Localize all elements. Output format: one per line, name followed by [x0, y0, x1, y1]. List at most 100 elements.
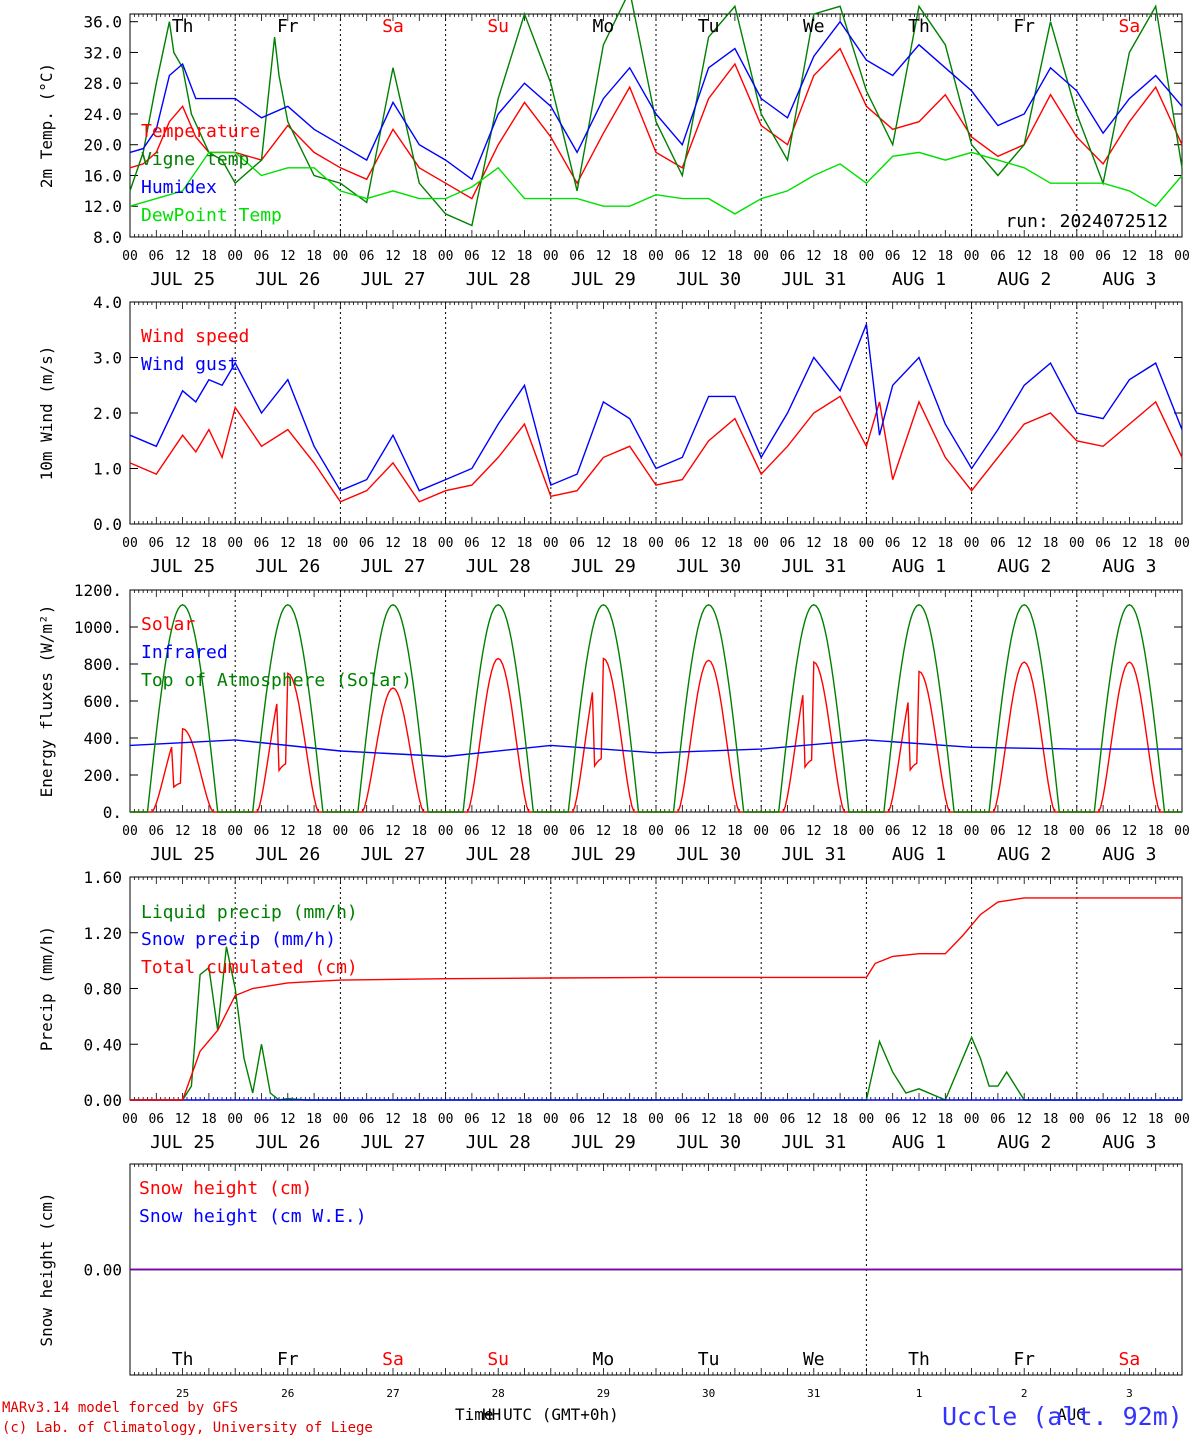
- hour-tick-label: 12: [1016, 536, 1032, 551]
- hour-tick-label: 06: [1095, 249, 1111, 264]
- y-tick-label: 0.: [103, 803, 122, 822]
- y-tick-label: 0.40: [83, 1035, 122, 1054]
- hour-tick-label: 00: [1069, 536, 1085, 551]
- date-label: AUG 1: [892, 1132, 946, 1153]
- date-label: AUG 3: [1102, 556, 1156, 577]
- hour-tick-label: 00: [1174, 536, 1190, 551]
- weekday-label: Fr: [277, 1349, 299, 1370]
- date-label: JUL 30: [676, 556, 741, 577]
- hour-tick-label: 00: [543, 536, 559, 551]
- hour-tick-label: 00: [1069, 824, 1085, 839]
- hour-tick-label: 06: [254, 824, 270, 839]
- hour-tick-label: 06: [359, 536, 375, 551]
- y-axis-label: Energy fluxes (W/m²): [37, 605, 56, 798]
- hour-tick-label: 00: [1174, 1112, 1190, 1127]
- hour-tick-label: 12: [175, 824, 191, 839]
- y-tick-label: 200.: [83, 766, 122, 785]
- hour-tick-label: 00: [333, 1112, 349, 1127]
- hour-tick-label: 18: [1148, 1112, 1164, 1127]
- hour-tick-label: 18: [832, 249, 848, 264]
- date-label: JUL 29: [571, 844, 636, 865]
- hour-tick-label: 18: [622, 249, 638, 264]
- hour-tick-label: 12: [911, 249, 927, 264]
- y-tick-label: 1000.: [74, 618, 122, 637]
- hour-tick-label: 12: [806, 824, 822, 839]
- weekday-label: Th: [172, 16, 194, 37]
- legend-entry: Solar: [141, 614, 195, 635]
- hour-tick-label: 18: [832, 1112, 848, 1127]
- hour-tick-label: 12: [1016, 249, 1032, 264]
- date-label: JUL 30: [676, 1132, 741, 1153]
- hour-tick-label: 06: [990, 1112, 1006, 1127]
- hour-tick-label: 06: [1095, 536, 1111, 551]
- date-label: JUL 29: [571, 1132, 636, 1153]
- date-label: JUL 26: [255, 1132, 320, 1153]
- weekday-label: Fr: [1013, 1349, 1035, 1370]
- hour-tick-label: 18: [832, 536, 848, 551]
- hour-tick-label: 18: [201, 1112, 217, 1127]
- hour-tick-label: 06: [885, 824, 901, 839]
- y-tick-label: 600.: [83, 692, 122, 711]
- hour-tick-label: 12: [911, 824, 927, 839]
- hour-tick-label: 00: [333, 249, 349, 264]
- hour-tick-label: 06: [569, 1112, 585, 1127]
- day-number-label: 3: [1126, 1387, 1133, 1400]
- hour-tick-label: 00: [1174, 824, 1190, 839]
- date-label: AUG 2: [997, 844, 1051, 865]
- hour-tick-label: 06: [148, 249, 164, 264]
- hour-tick-label: 12: [1122, 249, 1138, 264]
- weekday-label: Th: [908, 16, 930, 37]
- hour-tick-label: 00: [333, 824, 349, 839]
- date-label: JUL 25: [150, 844, 215, 865]
- weekday-label: Tu: [698, 1349, 720, 1370]
- y-tick-label: 1.60: [83, 868, 122, 887]
- weekday-label: Sa: [1119, 1349, 1141, 1370]
- hour-tick-label: 18: [937, 536, 953, 551]
- weekday-label: Th: [172, 1349, 194, 1370]
- hour-tick-label: 06: [569, 824, 585, 839]
- hour-tick-label: 12: [701, 1112, 717, 1127]
- date-label: JUL 25: [150, 556, 215, 577]
- hour-tick-label: 06: [780, 536, 796, 551]
- hour-tick-label: 00: [648, 1112, 664, 1127]
- y-tick-label: 2.0: [93, 404, 122, 423]
- hour-tick-label: 12: [385, 536, 401, 551]
- hour-tick-label: 06: [359, 249, 375, 264]
- hour-tick-label: 12: [806, 536, 822, 551]
- hour-tick-label: 12: [175, 249, 191, 264]
- hour-tick-label: 18: [411, 1112, 427, 1127]
- hour-tick-label: 06: [464, 249, 480, 264]
- day-number-label: 30: [702, 1387, 715, 1400]
- hour-tick-label: 12: [701, 824, 717, 839]
- hour-tick-label: 06: [885, 249, 901, 264]
- hour-tick-label: 06: [780, 824, 796, 839]
- hour-tick-label: 00: [438, 249, 454, 264]
- hour-tick-label: 00: [543, 1112, 559, 1127]
- date-label: AUG 1: [892, 269, 946, 290]
- hour-tick-label: 06: [148, 1112, 164, 1127]
- date-label: JUL 30: [676, 844, 741, 865]
- hour-tick-label: 18: [517, 536, 533, 551]
- series-line-humidex: [129, 20, 1183, 181]
- hour-tick-label: 00: [648, 536, 664, 551]
- hour-tick-label: 18: [622, 1112, 638, 1127]
- hour-tick-label: 18: [937, 824, 953, 839]
- series-line-wind-speed: [129, 395, 1183, 503]
- hour-tick-label: 18: [306, 249, 322, 264]
- day-number-label: 2: [1021, 1387, 1028, 1400]
- hour-tick-label: 18: [727, 249, 743, 264]
- hour-tick-label: 06: [885, 1112, 901, 1127]
- hour-tick-label: 00: [227, 536, 243, 551]
- y-tick-label: 20.0: [83, 136, 122, 155]
- y-tick-label: 1200.: [74, 581, 122, 600]
- station-label: Uccle (alt. 92m): [942, 1402, 1183, 1431]
- hour-tick-label: 06: [780, 1112, 796, 1127]
- hour-tick-label: 00: [333, 536, 349, 551]
- y-tick-label: 12.0: [83, 197, 122, 216]
- hour-tick-label: 06: [254, 536, 270, 551]
- hour-tick-label: 18: [832, 824, 848, 839]
- hour-tick-label: 12: [1016, 1112, 1032, 1127]
- y-tick-label: 16.0: [83, 166, 122, 185]
- hour-tick-label: 06: [359, 824, 375, 839]
- weekday-label: Fr: [277, 16, 299, 37]
